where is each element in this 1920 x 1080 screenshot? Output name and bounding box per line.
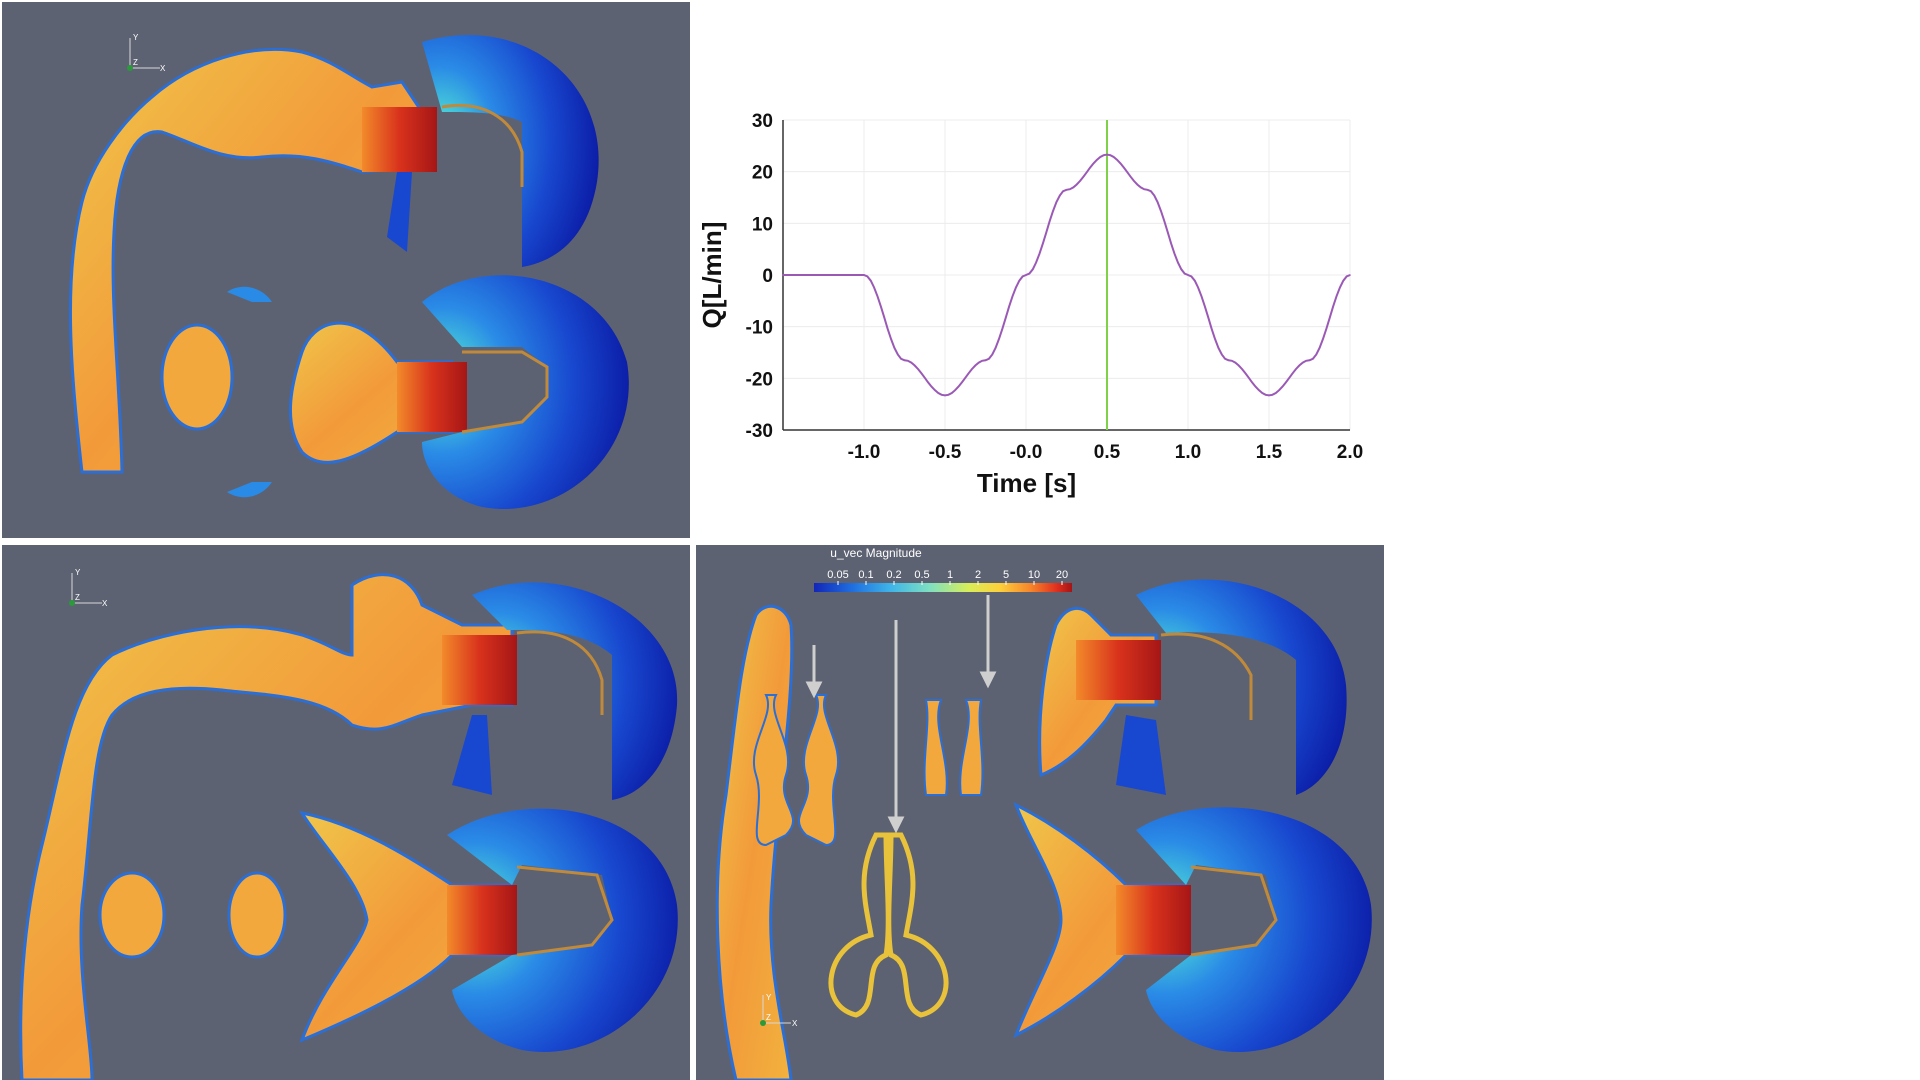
slice-section-1 — [798, 694, 839, 847]
triad-z-label: Z — [75, 593, 80, 602]
y-tick-label: 0 — [762, 266, 773, 287]
series-point — [1187, 274, 1189, 276]
series-point — [1065, 188, 1068, 191]
mouthpiece-dome-lower — [1136, 807, 1372, 1053]
jet-core-lower — [397, 362, 467, 432]
jet-core-upper — [442, 635, 517, 705]
y-tick-label: 10 — [752, 214, 773, 235]
mouthpiece-dome-upper — [1136, 579, 1347, 795]
simulation-panel-bottom-right: u_vec Magnitude 0.05 0.1 0.2 0.5 1 2 5 10 20 Y Z… — [696, 545, 1384, 1080]
x-tick-label: 0.5 — [1094, 442, 1121, 463]
chart-axes: 30 20 10 0 -10 -20 -30 -1.0 -0.5 -0.0 0.5 1.0 1.5 2.0 — [746, 111, 1364, 463]
series-point — [984, 359, 987, 362]
series-point — [1025, 274, 1027, 276]
simulation-panel-top-left: Y Z X — [2, 2, 690, 538]
jet-core-lower — [447, 885, 517, 955]
series-point — [1308, 359, 1311, 362]
guide-arrows — [805, 595, 997, 834]
vocal-fold-right — [227, 871, 287, 959]
series-point — [1268, 394, 1270, 397]
x-tick-label: -0.0 — [1010, 442, 1043, 463]
colorbar-tick-label: 0.5 — [914, 569, 929, 581]
series-point — [782, 274, 784, 276]
colorbar-title: u_vec Magnitude — [830, 546, 922, 560]
colorbar-tick-label: 0.2 — [886, 569, 901, 581]
mouthpiece-dome-lower — [447, 808, 678, 1053]
y-tick-label: -30 — [746, 421, 773, 442]
x-tick-label: -1.0 — [848, 442, 881, 463]
series-point — [1106, 153, 1108, 156]
vocal-fold-left — [160, 323, 234, 431]
simulation-panel-bottom-left: Y Z X — [2, 545, 690, 1080]
triad-x-label: X — [160, 64, 166, 73]
series-point — [1146, 188, 1149, 191]
y-tick-label: 20 — [752, 163, 773, 184]
y-tick-label: 30 — [752, 111, 773, 132]
triad-y-label: Y — [766, 993, 772, 1002]
x-tick-label: 1.0 — [1175, 442, 1201, 463]
slice-section-3 — [828, 832, 891, 1018]
axes-triad: Y Z X — [127, 33, 166, 73]
y-tick-label: -10 — [746, 318, 773, 339]
colorbar: u_vec Magnitude 0.05 0.1 0.2 0.5 1 2 5 10 20 — [814, 546, 1072, 592]
x-axis-title: Time [s] — [977, 468, 1076, 498]
triad-y-label: Y — [75, 568, 81, 577]
triad-y-label: Y — [133, 33, 139, 42]
chart-series-layer — [782, 120, 1351, 430]
colorbar-tick-label: 20 — [1056, 569, 1068, 581]
mouthpiece-dome-upper — [422, 34, 599, 267]
colorbar-tick-label: 0.05 — [827, 569, 848, 581]
mouthpiece-dome-upper — [472, 582, 678, 800]
series-point — [1349, 274, 1351, 276]
series-point — [1227, 359, 1230, 362]
y-axis-title: Q[L/min] — [697, 222, 727, 329]
series-point — [863, 274, 865, 276]
x-tick-label: 2.0 — [1337, 442, 1363, 463]
flow-rate-chart: 30 20 10 0 -10 -20 -30 -1.0 -0.5 -0.0 0.5 1.0 1.5 2.0… — [695, 100, 1385, 500]
colorbar-tick-label: 0.1 — [858, 569, 873, 581]
airway-upper-sagittal — [19, 573, 514, 1080]
triad-x-label: X — [792, 1019, 798, 1028]
colorbar-tick-label: 5 — [1003, 569, 1009, 581]
series-line-0 — [783, 153, 1351, 397]
y-tick-label: -20 — [746, 369, 773, 390]
series-point — [944, 394, 946, 397]
jet-core-upper — [1076, 640, 1161, 700]
axes-triad: Y Z X — [69, 568, 108, 608]
colorbar-tick-label: 1 — [947, 569, 953, 581]
jet-core-lower — [1116, 885, 1191, 955]
colorbar-ticks: 0.05 0.1 0.2 0.5 1 2 5 10 20 — [827, 569, 1068, 585]
jet-core-upper — [362, 107, 437, 172]
airway-lower-right — [1013, 801, 1188, 1039]
vocal-fold-left — [98, 871, 166, 959]
x-tick-label: -0.5 — [929, 442, 962, 463]
colorbar-tick-label: 10 — [1028, 569, 1040, 581]
slice-section-2 — [959, 699, 984, 796]
triad-x-label: X — [102, 599, 108, 608]
colorbar-tick-label: 2 — [975, 569, 981, 581]
colorbar-gradient — [814, 583, 1072, 592]
series-point — [903, 359, 906, 362]
axes-triad: Y Z X — [760, 993, 798, 1028]
triad-z-label: Z — [133, 58, 138, 67]
chart-grid — [783, 119, 1351, 431]
airway-sagittal-strip — [715, 604, 794, 1080]
triad-z-label: Z — [766, 1013, 771, 1022]
mouthpiece-dome-lower — [422, 275, 629, 510]
x-tick-label: 1.5 — [1256, 442, 1283, 463]
airway-lower-axial — [298, 810, 514, 1043]
